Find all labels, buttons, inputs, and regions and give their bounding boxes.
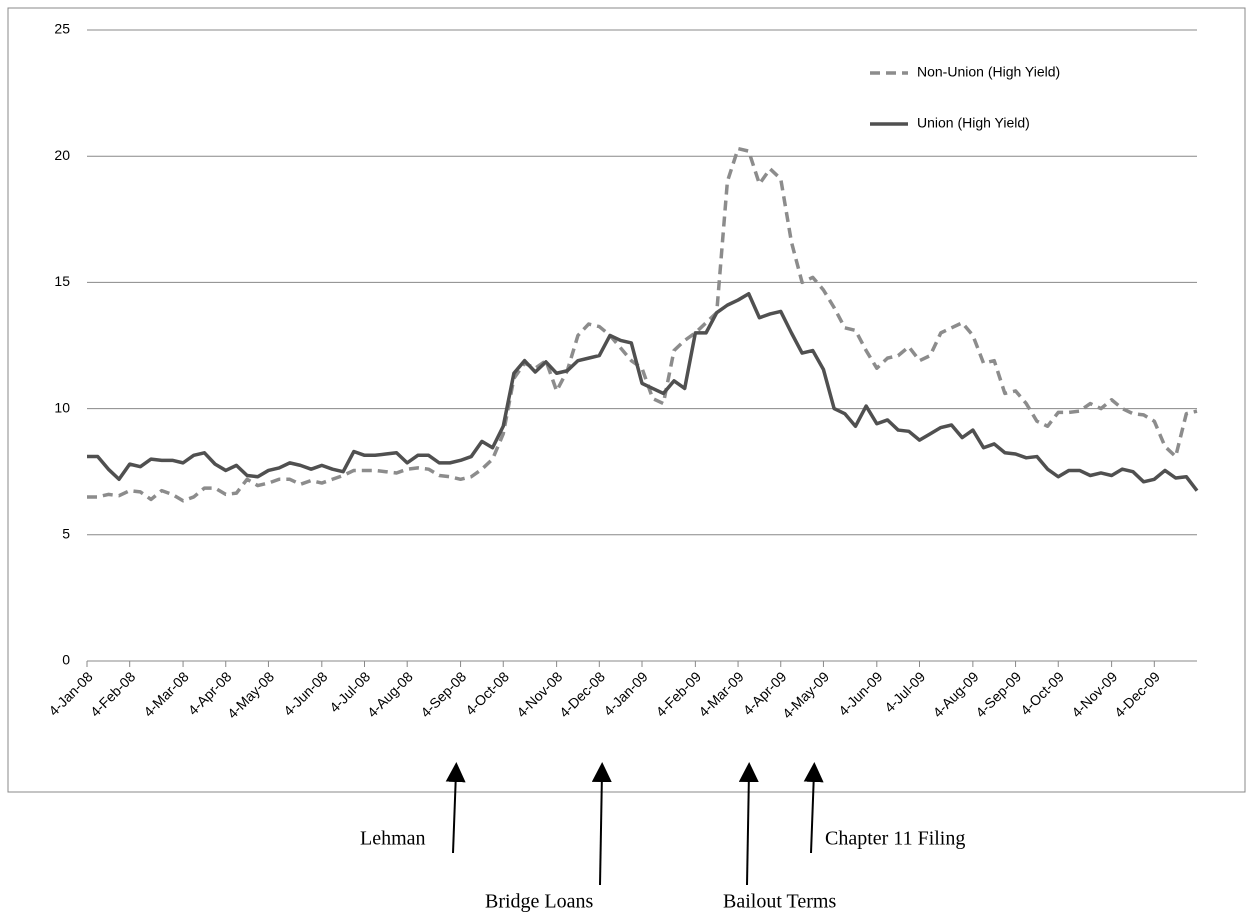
x-tick-label: 4-Sep-08 xyxy=(417,668,469,720)
annotation: Bailout Terms xyxy=(723,891,836,913)
chart-frame xyxy=(7,7,1246,793)
x-tick-label: 4-May-08 xyxy=(224,668,277,721)
y-tick-label: 20 xyxy=(54,147,70,163)
y-tick-label: 25 xyxy=(54,21,70,37)
x-tick-label: 4-Aug-09 xyxy=(930,668,982,720)
x-tick-label: 4-Jul-09 xyxy=(881,668,928,715)
x-tick-label: 4-Jan-09 xyxy=(600,668,651,719)
x-tick-label: 4-Mar-09 xyxy=(695,668,747,720)
x-tick-label: 4-Oct-08 xyxy=(462,668,512,718)
x-tick-label: 4-Aug-08 xyxy=(364,668,416,720)
x-tick-label: 4-Dec-08 xyxy=(556,668,608,720)
annotation-arrow xyxy=(591,762,612,886)
x-tick-label: 4-Feb-08 xyxy=(87,668,139,720)
annotation-arrow xyxy=(803,762,824,854)
legend-label: Union (High Yield) xyxy=(917,115,1030,131)
series-line xyxy=(87,146,1198,503)
x-tick-label: 4-Feb-09 xyxy=(653,668,705,720)
x-tick-label: 4-Sep-09 xyxy=(972,668,1024,720)
y-tick-label: 5 xyxy=(62,526,70,542)
annotation-arrow xyxy=(738,762,759,886)
annotation: Lehman xyxy=(360,828,426,850)
annotation: Bridge Loans xyxy=(485,891,594,913)
annotation: Chapter 11 Filing xyxy=(825,828,965,850)
x-tick-label: 4-Jun-08 xyxy=(280,668,331,719)
y-tick-label: 0 xyxy=(62,652,70,668)
x-tick-label: 4-Nov-08 xyxy=(513,668,565,720)
x-tick-label: 4-Dec-09 xyxy=(1111,668,1163,720)
x-tick-label: 4-Mar-08 xyxy=(140,668,192,720)
y-tick-label: 10 xyxy=(54,399,70,415)
x-tick-label: 4-Nov-09 xyxy=(1068,668,1120,720)
x-tick-label: 4-May-09 xyxy=(779,668,832,721)
x-tick-label: 4-Jun-09 xyxy=(835,668,886,719)
x-tick-label: 4-Oct-09 xyxy=(1017,668,1067,718)
annotation-arrow xyxy=(445,762,466,854)
y-tick-label: 15 xyxy=(54,273,70,289)
legend-label: Non-Union (High Yield) xyxy=(917,64,1060,80)
series-line xyxy=(87,292,1199,492)
